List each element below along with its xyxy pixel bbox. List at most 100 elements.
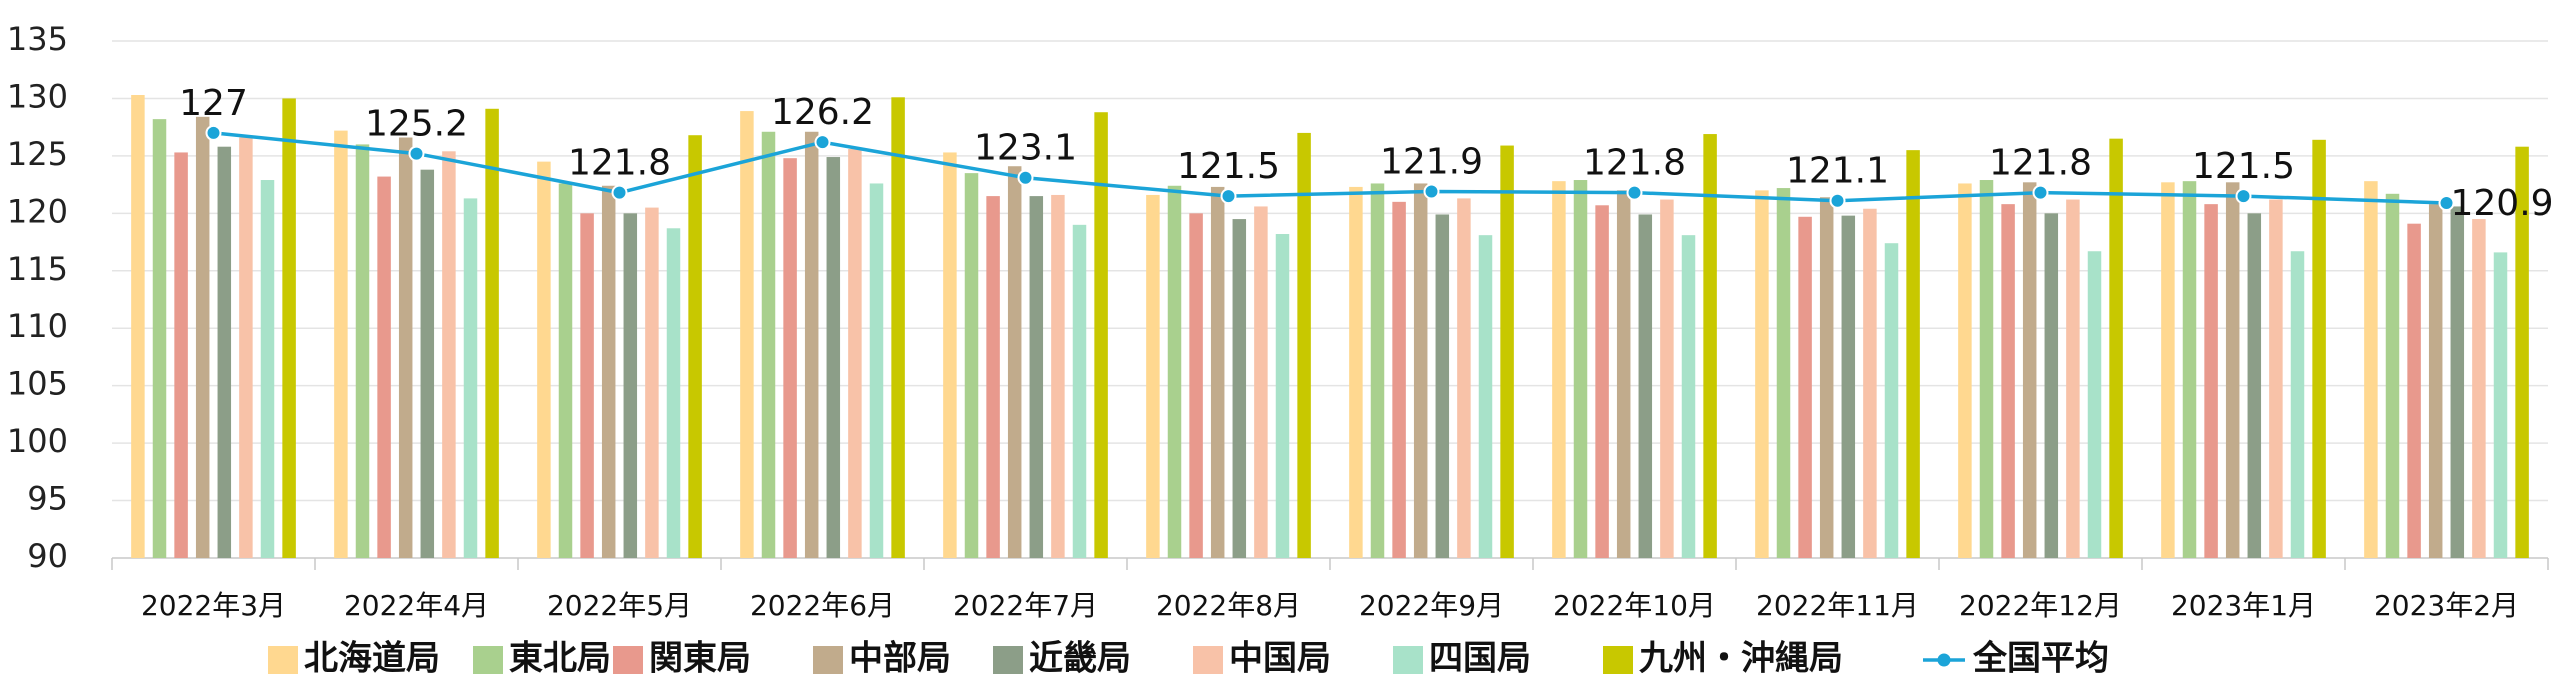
y-tick-label: 100 <box>7 422 68 460</box>
average-point <box>1017 169 1034 186</box>
bar <box>1297 132 1311 558</box>
bar <box>2044 213 2059 559</box>
legend-swatch <box>613 646 643 674</box>
x-tick-label: 2022年4月 <box>344 589 489 622</box>
bar <box>1072 224 1087 559</box>
x-tick-label: 2022年7月 <box>953 589 1098 622</box>
bar <box>623 213 638 559</box>
bar <box>1029 196 1044 558</box>
bar <box>1660 199 1674 558</box>
legend-label: 全国平均 <box>1972 639 2109 679</box>
bar <box>1798 216 1812 558</box>
bar <box>442 151 456 558</box>
average-point <box>2032 184 2049 201</box>
bar <box>891 97 905 558</box>
bar <box>964 173 979 558</box>
bar <box>1958 183 1972 558</box>
bar <box>195 116 210 559</box>
bar <box>398 137 413 559</box>
x-tick-label: 2022年11月 <box>1756 589 1919 622</box>
bar <box>1500 145 1514 558</box>
bar <box>537 161 551 558</box>
x-tick-label: 2022年3月 <box>141 589 286 622</box>
bar <box>1007 166 1022 558</box>
bar <box>783 158 797 559</box>
bar <box>666 228 681 558</box>
bar <box>420 169 435 559</box>
bar <box>1210 186 1225 559</box>
bar <box>485 108 499 558</box>
legend-label: 中国局 <box>1229 639 1331 679</box>
y-tick-label: 95 <box>27 480 68 518</box>
bar <box>601 185 616 558</box>
legend-label: 関東局 <box>649 639 751 679</box>
average-point <box>1220 188 1237 205</box>
legend-label: 北海道局 <box>304 639 440 679</box>
legend-label: 四国局 <box>1429 639 1531 679</box>
bar <box>217 146 232 558</box>
data-label: 121.8 <box>1583 143 1686 184</box>
data-label: 123.1 <box>974 128 1077 169</box>
bar <box>2493 252 2508 558</box>
average-point <box>1829 192 1846 209</box>
bar <box>1349 186 1363 559</box>
bar <box>1979 180 1994 558</box>
bar <box>282 98 296 558</box>
bar <box>1457 198 1471 559</box>
bar <box>1254 206 1268 558</box>
bar <box>1776 188 1791 558</box>
bar <box>1595 205 1609 558</box>
bar <box>1435 214 1450 558</box>
y-tick-label: 125 <box>7 135 68 173</box>
bar <box>1232 219 1247 559</box>
legend-swatch <box>473 646 503 674</box>
bar <box>1094 112 1108 558</box>
bar <box>2364 181 2378 559</box>
bar <box>1703 134 1717 558</box>
bar <box>1616 190 1631 558</box>
data-label: 121.5 <box>1177 146 1280 187</box>
y-tick-label: 105 <box>7 365 68 403</box>
data-label: 121.5 <box>2192 146 2295 187</box>
bar <box>1275 234 1290 558</box>
bar <box>688 135 702 558</box>
bar <box>1755 190 1769 558</box>
x-tick-label: 2023年1月 <box>2171 589 2316 622</box>
legend-swatch <box>993 646 1023 674</box>
bar <box>1552 181 1566 559</box>
bar <box>1392 201 1406 558</box>
y-tick-label: 120 <box>7 192 68 230</box>
bar <box>239 137 253 559</box>
average-line <box>213 131 2447 205</box>
average-point <box>2235 188 2252 205</box>
y-tick-label: 110 <box>7 307 68 345</box>
bar <box>1573 180 1588 558</box>
bar <box>152 119 167 558</box>
bar <box>1167 185 1182 558</box>
average-point <box>1626 184 1643 201</box>
data-label: 125.2 <box>365 104 468 145</box>
bar <box>869 183 884 558</box>
legend-swatch <box>1603 646 1633 674</box>
bar <box>2472 219 2486 559</box>
bar <box>943 152 957 559</box>
average-point <box>205 124 222 141</box>
legend-line-marker <box>1937 653 1951 667</box>
data-label: 126.2 <box>771 92 874 133</box>
bar <box>260 180 275 558</box>
bar <box>1906 150 1920 558</box>
bar <box>1051 194 1065 558</box>
bar <box>645 207 659 559</box>
y-tick-label: 115 <box>7 250 68 288</box>
bar <box>1884 243 1899 558</box>
bar <box>2225 182 2240 558</box>
legend-swatch <box>813 646 843 674</box>
data-label: 121.1 <box>1786 151 1889 192</box>
bar <box>580 213 594 559</box>
bar <box>334 130 348 558</box>
average-point <box>611 184 628 201</box>
bar <box>848 148 862 559</box>
bar <box>2407 223 2421 558</box>
bar <box>2022 182 2037 558</box>
